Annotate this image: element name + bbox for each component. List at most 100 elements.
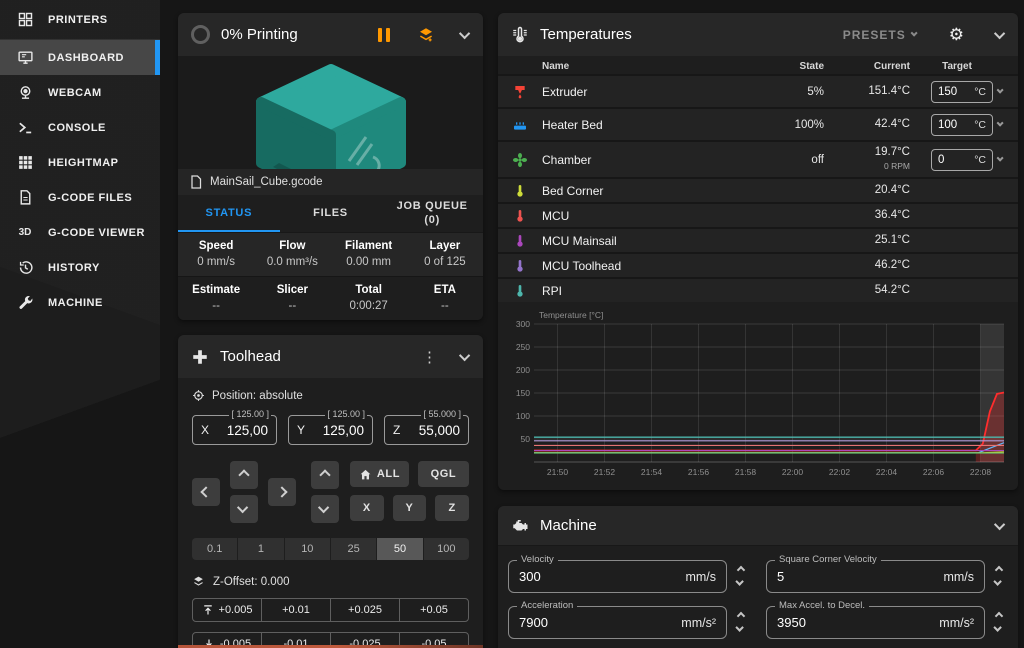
heater-bed-target-input[interactable]: 100 °C xyxy=(931,113,993,136)
sidebar-item-gcode-files[interactable]: G-CODE FILES xyxy=(0,180,160,215)
speed-factor-slider-track[interactable] xyxy=(178,645,483,648)
dropdown-chevron-icon[interactable] xyxy=(996,119,1004,127)
z-offset-down-0.025-button[interactable]: -0.025 xyxy=(331,633,400,648)
exclude-object-layers-icon[interactable] xyxy=(417,26,435,44)
max-accel-to-decel-input[interactable]: Max Accel. to Decel. 3950 mm/s² xyxy=(766,600,985,639)
tab-status[interactable]: STATUS xyxy=(178,195,280,232)
stat-estimate: Estimate -- xyxy=(192,284,241,312)
accel-to-decel-stepper[interactable] xyxy=(990,611,1008,632)
scv-stepper[interactable] xyxy=(990,565,1008,586)
step-0.1-button[interactable]: 0.1 xyxy=(192,538,239,560)
z-offset-down-0.05-button[interactable]: -0.05 xyxy=(421,638,447,648)
svg-text:21:56: 21:56 xyxy=(688,467,710,477)
jog-x-minus-button[interactable] xyxy=(192,478,220,506)
step-10-button[interactable]: 10 xyxy=(284,538,331,560)
svg-text:100: 100 xyxy=(516,411,530,421)
jog-z-minus-button[interactable] xyxy=(311,495,339,523)
temperature-table-header: Name State Current Target xyxy=(542,60,972,72)
collapse-chevron-icon[interactable] xyxy=(458,349,471,361)
print-status-title: 0% Printing xyxy=(221,26,298,43)
presets-button[interactable]: PRESETS xyxy=(843,28,918,42)
thermometer-icon xyxy=(512,183,534,199)
sidebar-item-label: HEIGHTMAP xyxy=(48,156,119,169)
acceleration-input[interactable]: Acceleration 7900 mm/s² xyxy=(508,600,727,639)
axis-inputs: [ 125.00 ] X 125,00 [ 125.00 ] Y 125,00 … xyxy=(192,409,469,445)
velocity-stepper[interactable] xyxy=(732,565,750,586)
3d-text-icon: 3D xyxy=(18,227,32,238)
sidebar-item-dashboard[interactable]: DASHBOARD xyxy=(0,40,160,75)
sidebar-item-machine[interactable]: MACHINE xyxy=(0,285,160,320)
svg-text:22:08: 22:08 xyxy=(970,467,992,477)
pause-button[interactable] xyxy=(378,27,390,42)
step-50-button[interactable]: 50 xyxy=(377,538,424,560)
current-file-bar: MainSail_Cube.gcode xyxy=(178,169,483,195)
overflow-menu-icon[interactable]: ⋮ xyxy=(422,348,437,366)
chamber-target-input[interactable]: 0 °C xyxy=(931,148,993,171)
dropdown-chevron-icon[interactable] xyxy=(996,154,1004,162)
temperature-chart: 50 100 150 200 250 300 21:50 21:52 21:54 21:56 21:… xyxy=(516,310,1005,477)
svg-text:22:02: 22:02 xyxy=(829,467,851,477)
console-icon xyxy=(15,119,35,137)
sidebar-item-console[interactable]: CONSOLE xyxy=(0,110,160,145)
file-document-icon xyxy=(15,189,35,207)
sidebar-item-webcam[interactable]: WEBCAM xyxy=(0,75,160,110)
sidebar-item-heightmap[interactable]: HEIGHTMAP xyxy=(0,145,160,180)
home-all-button[interactable]: ALL xyxy=(350,461,409,487)
home-y-button[interactable]: Y xyxy=(392,495,427,521)
z-offset-up-0.01-button[interactable]: +0.01 xyxy=(262,599,331,621)
y-position-field[interactable]: [ 125.00 ] Y 125,00 xyxy=(288,409,373,445)
temp-row-bed-corner: Bed Corner 20.4°C xyxy=(498,177,1018,202)
jog-pad xyxy=(192,461,344,523)
sidebar-item-label: G-CODE VIEWER xyxy=(48,226,145,239)
z-offset-up-0.005-button[interactable]: +0.005 xyxy=(193,599,262,621)
jog-x-plus-button[interactable] xyxy=(268,478,296,506)
extruder-target-input[interactable]: 150 °C xyxy=(931,80,993,103)
jog-z-plus-button[interactable] xyxy=(311,461,339,489)
z-position-field[interactable]: [ 55.000 ] Z 55,000 xyxy=(384,409,469,445)
temperatures-title: Temperatures xyxy=(540,26,632,43)
tab-files[interactable]: FILES xyxy=(313,206,348,219)
square-corner-velocity-input[interactable]: Square Corner Velocity 5 mm/s xyxy=(766,554,985,593)
jog-y-plus-button[interactable] xyxy=(230,461,258,489)
z-offset-up-0.05-button[interactable]: +0.05 xyxy=(420,604,448,616)
dashboard-monitor-icon xyxy=(15,49,35,67)
velocity-input[interactable]: Velocity 300 mm/s xyxy=(508,554,727,593)
svg-text:22:04: 22:04 xyxy=(876,467,898,477)
tab-job-queue[interactable]: JOB QUEUE (0) xyxy=(396,199,468,226)
stat-eta: ETA -- xyxy=(433,284,456,312)
machine-header: Machine xyxy=(498,506,1018,546)
dropdown-chevron-icon[interactable] xyxy=(996,86,1004,94)
collapse-chevron-icon[interactable] xyxy=(993,518,1006,530)
heater-bed-icon xyxy=(512,117,534,133)
crosshair-icon xyxy=(193,390,204,401)
temp-row-mcu-mainsail: MCU Mainsail 25.1°C xyxy=(498,227,1018,252)
qgl-button[interactable]: QGL xyxy=(417,461,469,487)
sidebar-item-printers[interactable]: PRINTERS xyxy=(0,0,160,40)
jog-y-minus-button[interactable] xyxy=(230,495,258,523)
home-z-button[interactable]: Z xyxy=(435,495,470,521)
sidebar-item-history[interactable]: HISTORY xyxy=(0,250,160,285)
accel-to-decel-field-group: Max Accel. to Decel. 3950 mm/s² xyxy=(766,600,1008,639)
step-100-button[interactable]: 100 xyxy=(423,538,469,560)
svg-text:21:58: 21:58 xyxy=(735,467,757,477)
toolhead-move-icon xyxy=(191,348,209,366)
progress-circle-icon xyxy=(191,25,210,44)
step-25-button[interactable]: 25 xyxy=(330,538,378,560)
svg-text:22:06: 22:06 xyxy=(923,467,945,477)
accel-stepper[interactable] xyxy=(732,611,750,632)
gear-icon[interactable]: ⚙ xyxy=(948,25,964,44)
collapse-chevron-icon[interactable] xyxy=(458,27,471,39)
home-x-button[interactable]: X xyxy=(350,495,384,521)
print-stats-row-2: Estimate -- Slicer -- Total 0:00:27 ETA -- xyxy=(178,276,483,320)
step-1-button[interactable]: 1 xyxy=(238,538,285,560)
layers-icon xyxy=(194,576,203,586)
webcam-icon xyxy=(15,84,35,102)
sidebar-item-gcode-viewer[interactable]: 3D G-CODE VIEWER xyxy=(0,215,160,250)
sidebar-item-label: MACHINE xyxy=(48,296,103,309)
z-offset-up-0.025-button[interactable]: +0.025 xyxy=(331,599,400,621)
thermometer-icon xyxy=(512,208,534,224)
collapse-chevron-icon[interactable] xyxy=(993,27,1006,39)
x-position-field[interactable]: [ 125.00 ] X 125,00 xyxy=(192,409,277,445)
z-offset-down-0.01-button[interactable]: -0.01 xyxy=(262,633,331,648)
